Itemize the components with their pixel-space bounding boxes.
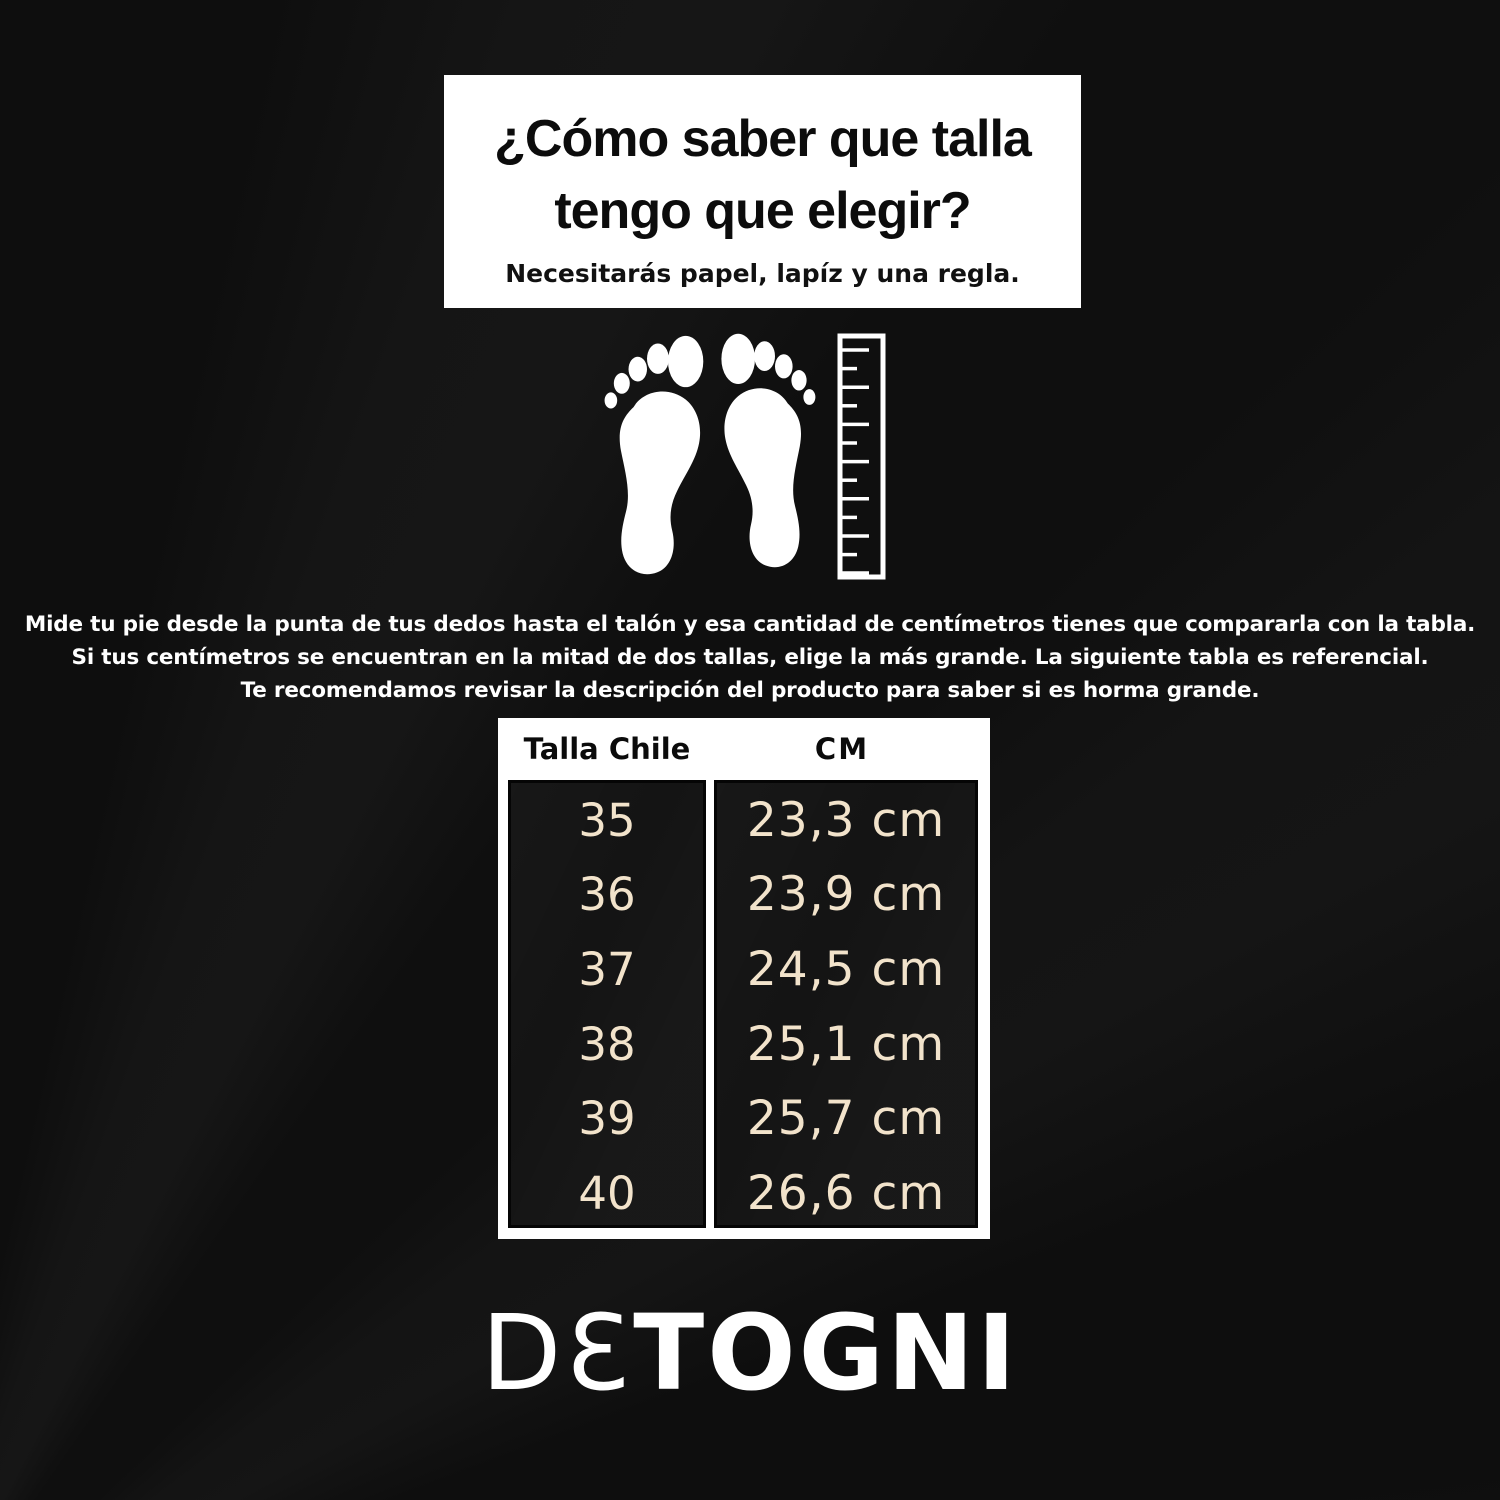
size-table-header: Talla Chile CM — [498, 718, 990, 780]
page-title-line1: ¿Cómo saber que talla — [494, 110, 1032, 168]
ruler-icon — [837, 333, 886, 580]
size-cell: 36 — [578, 868, 636, 922]
size-cell: 37 — [578, 942, 636, 996]
brand-logo: DƐTOGNI — [0, 1292, 1500, 1414]
column-header-talla-chile: Talla Chile — [523, 732, 691, 766]
size-column: 35 36 37 38 39 40 — [508, 780, 706, 1228]
size-cell: 38 — [578, 1017, 636, 1071]
left-footprint-icon — [604, 335, 704, 575]
size-cell: 39 — [578, 1092, 636, 1146]
instructions-line-1: Mide tu pie desde la punta de tus dedos … — [24, 612, 1476, 637]
instructions-line-2: Si tus centímetros se encuentran en la m… — [71, 645, 1429, 670]
size-cell: 35 — [578, 793, 636, 847]
cm-column: 23,3 cm 23,9 cm 24,5 cm 25,1 cm 25,7 cm … — [714, 780, 978, 1228]
instructions-line-3: Te recomendamos revisar la descripción d… — [240, 678, 1260, 703]
cm-cell: 23,3 cm — [746, 792, 946, 848]
foot-measure-illustration — [604, 333, 886, 580]
cm-cell: 25,1 cm — [746, 1016, 946, 1072]
page-title: ¿Cómo saber que talla tengo que elegir? — [444, 103, 1081, 247]
size-table: Talla Chile CM 35 36 37 38 39 40 23,3 cm… — [498, 718, 990, 1239]
cm-cell: 26,6 cm — [746, 1165, 946, 1221]
column-header-cm: CM — [814, 732, 870, 766]
size-cell: 40 — [578, 1166, 636, 1220]
cm-cell: 24,5 cm — [746, 941, 946, 997]
measuring-instructions: Mide tu pie desde la punta de tus dedos … — [0, 608, 1500, 707]
brand-logo-togni: TOGNI — [633, 1292, 1019, 1414]
page-subtitle: Necesitarás papel, lapíz y una regla. — [505, 259, 1020, 288]
page-title-line2: tengo que elegir? — [554, 182, 971, 240]
cm-cell: 23,9 cm — [746, 867, 946, 923]
size-table-body: 35 36 37 38 39 40 23,3 cm 23,9 cm 24,5 c… — [498, 780, 990, 1228]
header-card: ¿Cómo saber que talla tengo que elegir? … — [444, 75, 1081, 308]
brand-logo-de: DƐ — [481, 1292, 634, 1414]
cm-cell: 25,7 cm — [746, 1091, 946, 1147]
right-footprint-icon — [721, 333, 816, 568]
